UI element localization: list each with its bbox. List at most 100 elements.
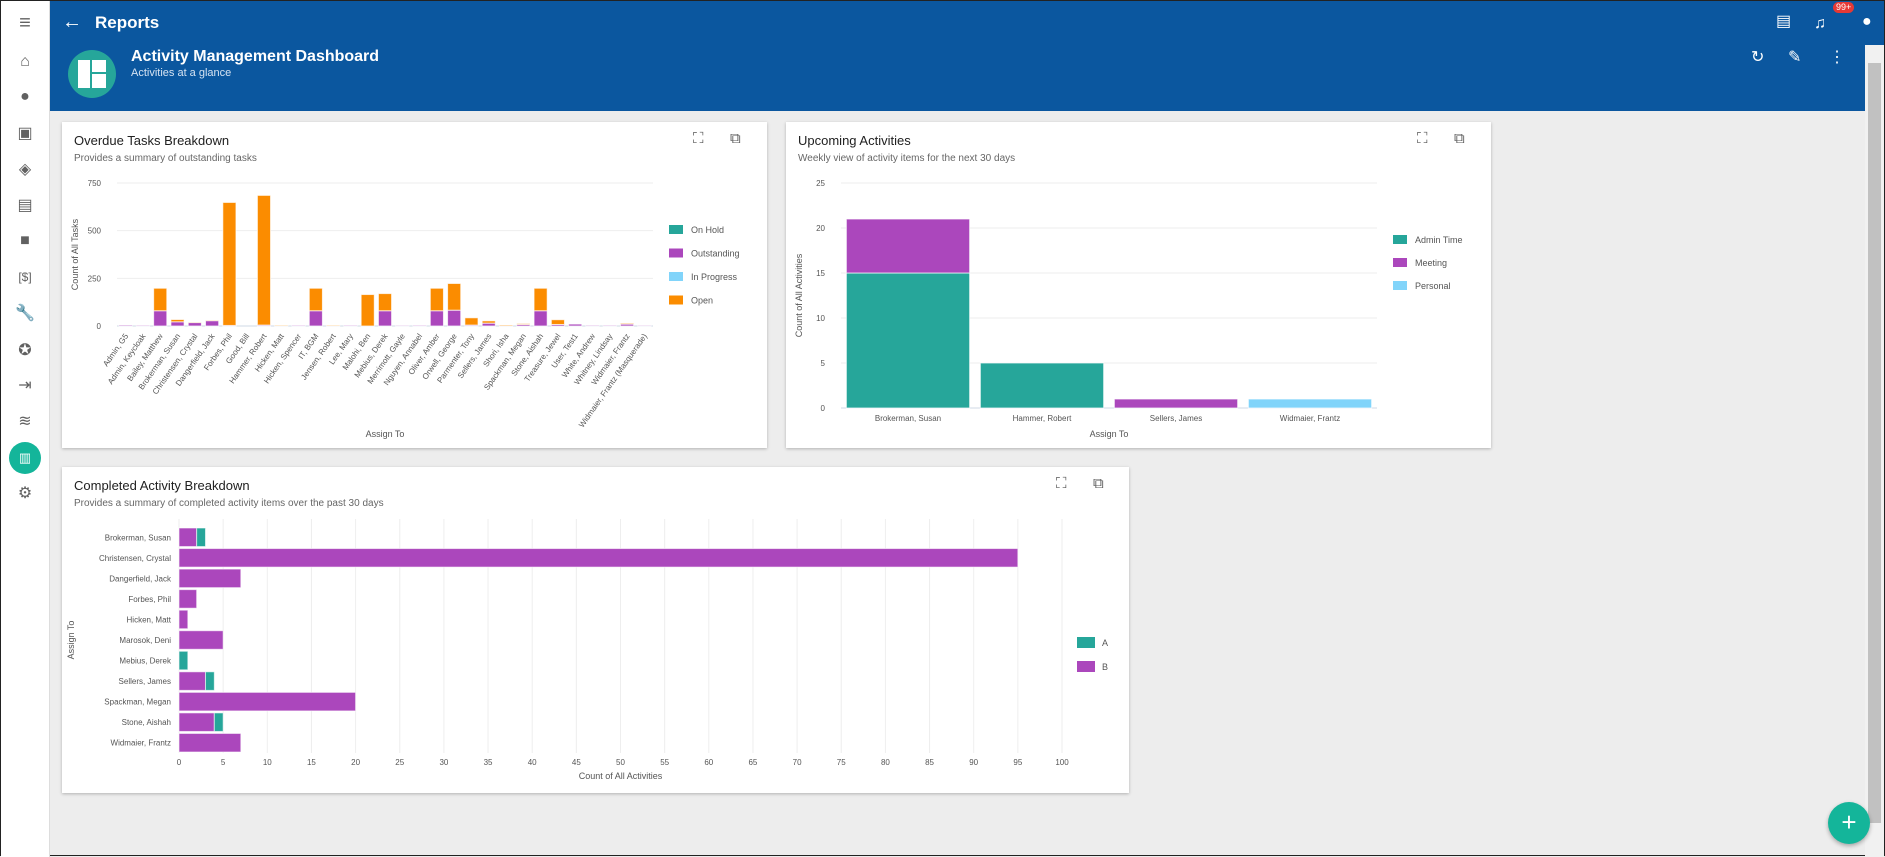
legend-label: Personal [1415, 281, 1451, 291]
bar-segment [136, 325, 149, 326]
bar-segment [603, 325, 616, 326]
bar-segment [465, 318, 478, 325]
bar-segment [430, 311, 443, 326]
x-tick-label: 70 [793, 758, 802, 767]
x-tick-label: 100 [1055, 758, 1069, 767]
bar-segment [179, 569, 241, 588]
reports-icon[interactable]: ▥ [9, 442, 41, 474]
legend-label: A [1102, 638, 1108, 648]
refresh-icon[interactable]: ↻ [1751, 49, 1764, 67]
legend-swatch [669, 249, 683, 258]
wrench-icon[interactable]: 🔧 [13, 301, 37, 325]
bar-segment [179, 528, 197, 547]
y-axis-title: Count of All Activities [794, 253, 804, 337]
y-tick-label: 10 [816, 314, 825, 323]
dashboard-subtitle: Activities at a glance [131, 67, 231, 79]
more-vert-icon[interactable]: ⋮ [1829, 49, 1845, 67]
x-tick-label: 5 [221, 758, 226, 767]
x-tick-label: 40 [528, 758, 537, 767]
tasks-clipboard-icon[interactable]: ▤ [13, 193, 37, 217]
x-tick-label: 45 [572, 758, 581, 767]
settings-gear-icon[interactable]: ⚙ [13, 481, 37, 505]
scrollbar[interactable] [1865, 45, 1884, 857]
bar-segment [309, 288, 322, 310]
overdue-tasks-card: Overdue Tasks Breakdown Provides a summa… [62, 122, 767, 448]
notifications-bell-icon[interactable]: ♫ [1814, 15, 1826, 33]
legend-label: Outstanding [691, 249, 740, 259]
bar-segment [309, 311, 322, 326]
y-tick-label: Christensen, Crystal [99, 554, 171, 563]
bar-segment [980, 363, 1103, 408]
legend-swatch [1393, 258, 1407, 267]
y-tick-label: 0 [821, 404, 826, 413]
scrollbar-thumb[interactable] [1868, 63, 1881, 823]
back-arrow-icon[interactable]: ← [62, 11, 82, 34]
dashboard-logo-icon [68, 50, 116, 98]
billing-icon[interactable]: [$] [13, 265, 37, 289]
y-tick-label: 15 [816, 269, 825, 278]
bar-segment [448, 310, 461, 326]
bar-segment [179, 713, 214, 732]
bar-segment [534, 311, 547, 326]
menu-icon[interactable]: ≡ [13, 11, 37, 35]
x-tick-label: 0 [177, 758, 182, 767]
y-axis-title: Count of All Tasks [70, 218, 80, 290]
bar-segment [448, 283, 461, 310]
bar-segment [620, 323, 633, 324]
chat-icon[interactable]: ▤ [1776, 13, 1791, 31]
x-tick-label: 65 [748, 758, 757, 767]
header: ← Reports Activity Management Dashboard … [50, 1, 1884, 111]
y-axis-title: Assign To [66, 621, 76, 660]
bar-segment [119, 325, 132, 326]
x-tick-label: 50 [616, 758, 625, 767]
x-tick-label: 95 [1013, 758, 1022, 767]
x-tick-label: 10 [263, 758, 272, 767]
folder-icon[interactable]: ■ [13, 229, 37, 253]
y-tick-label: Forbes, Phil [128, 595, 171, 604]
legend-label: B [1102, 662, 1108, 672]
bar-segment [171, 320, 184, 322]
edit-pencil-icon[interactable]: ✎ [1788, 49, 1801, 67]
bar-segment [586, 325, 599, 326]
bar-segment [378, 294, 391, 311]
x-tick-label: 20 [351, 758, 360, 767]
add-fab-button[interactable]: + [1828, 802, 1870, 844]
legend-label: Open [691, 296, 713, 306]
layers-icon[interactable]: ≋ [13, 409, 37, 433]
calendar-icon[interactable]: ▣ [13, 121, 37, 145]
x-tick-label: 75 [837, 758, 846, 767]
bar-segment [179, 651, 188, 670]
bar-segment [179, 549, 1018, 568]
bar-segment [171, 322, 184, 326]
bar-segment [206, 321, 219, 326]
y-tick-label: 500 [88, 227, 102, 236]
y-tick-label: Mebius, Derek [119, 657, 172, 666]
bar-segment [154, 311, 167, 326]
bar-segment [534, 288, 547, 310]
legend-label: On Hold [691, 225, 724, 235]
y-tick-label: 5 [821, 359, 826, 368]
legend-swatch [1393, 281, 1407, 290]
import-icon[interactable]: ⇥ [13, 373, 37, 397]
deals-handshake-icon[interactable]: ◈ [13, 157, 37, 181]
bar-segment [1114, 399, 1237, 408]
legend-swatch [1393, 235, 1407, 244]
x-tick-label: 90 [969, 758, 978, 767]
bar-segment [482, 321, 495, 323]
home-icon[interactable]: ⌂ [13, 50, 37, 74]
bar-segment [378, 311, 391, 326]
star-icon[interactable]: ✪ [13, 338, 37, 362]
contacts-icon[interactable]: ● [13, 85, 37, 109]
bar-segment [179, 733, 241, 752]
bar-segment [551, 320, 564, 325]
bar-segment [344, 325, 357, 326]
notification-badge: 99+ [1833, 2, 1854, 13]
account-icon[interactable]: ● [1862, 13, 1872, 31]
y-tick-label: 25 [816, 179, 825, 188]
bar-segment [361, 295, 374, 326]
bar-segment [846, 273, 969, 408]
bar-segment [179, 590, 197, 609]
bar-segment [327, 325, 340, 326]
y-tick-label: Spackman, Megan [104, 698, 171, 707]
y-tick-label: 750 [88, 179, 102, 188]
